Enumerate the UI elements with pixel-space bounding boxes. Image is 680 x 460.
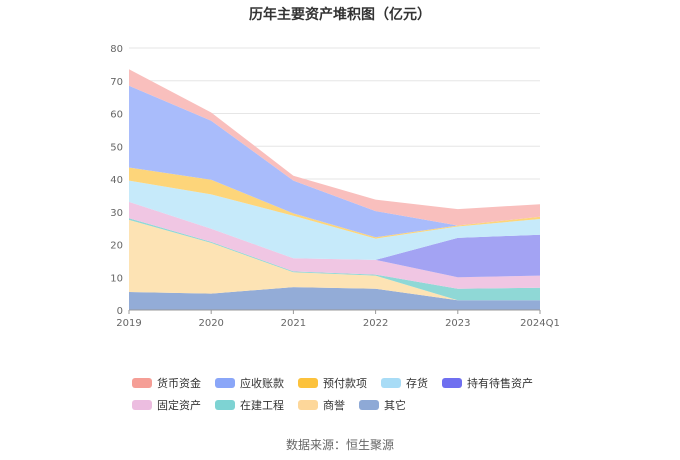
legend-swatch xyxy=(132,378,152,388)
legend-item[interactable]: 存货 xyxy=(381,376,428,390)
legend-item[interactable]: 固定资产 xyxy=(132,398,201,412)
legend-swatch xyxy=(381,378,401,388)
x-tick-label: 2024Q1 xyxy=(520,318,560,329)
area-series-存货 xyxy=(129,180,540,260)
x-tick-label: 2023 xyxy=(445,318,470,329)
x-tick-label: 2019 xyxy=(116,318,141,329)
legend-label: 应收账款 xyxy=(240,377,284,390)
legend-swatch xyxy=(215,400,235,410)
y-tick-label: 60 xyxy=(110,110,123,121)
axes: 0 10 20 30 40 50 60 70 80 2019 2020 2021 2022 2023 202… xyxy=(110,44,560,329)
y-tick-label: 30 xyxy=(110,208,123,219)
y-tick-label: 20 xyxy=(110,241,123,252)
legend-item[interactable]: 预付款项 xyxy=(298,376,367,390)
x-tick-label: 2022 xyxy=(363,318,388,329)
legend-label: 预付款项 xyxy=(323,377,367,390)
legend-label: 其它 xyxy=(384,399,406,412)
legend-label: 商誉 xyxy=(323,399,345,412)
area-series-预付款项 xyxy=(129,167,540,239)
y-tick-label: 80 xyxy=(110,44,123,55)
data-source-note: 数据来源：恒生聚源 xyxy=(285,438,394,452)
area-series-在建工程 xyxy=(129,218,540,301)
area-series-商誉 xyxy=(129,219,540,301)
y-tick-label: 40 xyxy=(110,175,123,186)
stacked-area-chart: 0 10 20 30 40 50 60 70 80 2019 2020 2021 2022 2023 202… xyxy=(110,44,560,329)
legend-label: 存货 xyxy=(406,377,428,390)
legend-label: 货币资金 xyxy=(157,377,201,390)
y-tick-label: 50 xyxy=(110,142,123,153)
legend-swatch xyxy=(359,400,379,410)
legend-label: 持有待售资产 xyxy=(467,377,533,390)
legend-item[interactable]: 货币资金 xyxy=(132,376,201,390)
chart-title: 历年主要资产堆积图（亿元） xyxy=(249,7,431,23)
legend-item[interactable]: 持有待售资产 xyxy=(442,376,533,390)
legend-item[interactable]: 其它 xyxy=(359,398,406,412)
x-tick-label: 2020 xyxy=(198,318,223,329)
area-series-固定资产 xyxy=(129,201,540,289)
area-series xyxy=(129,69,540,310)
area-series-持有待售资产 xyxy=(129,201,540,278)
legend-item[interactable]: 在建工程 xyxy=(215,398,284,412)
legend-swatch xyxy=(215,378,235,388)
y-tick-label: 0 xyxy=(117,306,123,317)
legend-label: 固定资产 xyxy=(157,399,201,412)
legend-swatch xyxy=(132,400,152,410)
legend-label: 在建工程 xyxy=(240,399,284,412)
y-tick-label: 10 xyxy=(110,273,123,284)
y-tick-label: 70 xyxy=(110,77,123,88)
legend-swatch xyxy=(298,378,318,388)
area-series-应收账款 xyxy=(129,85,540,238)
legend-swatch xyxy=(442,378,462,388)
legend-item[interactable]: 应收账款 xyxy=(215,376,284,390)
legend-item[interactable]: 商誉 xyxy=(298,398,345,412)
legend-swatch xyxy=(298,400,318,410)
legend: 货币资金 应收账款 预付款项 存货 持有待售资产固定资产 在建工程 商誉 其它 xyxy=(132,376,592,412)
x-tick-label: 2021 xyxy=(281,318,306,329)
area-series-其它 xyxy=(129,287,540,310)
area-series-货币资金 xyxy=(129,69,540,226)
